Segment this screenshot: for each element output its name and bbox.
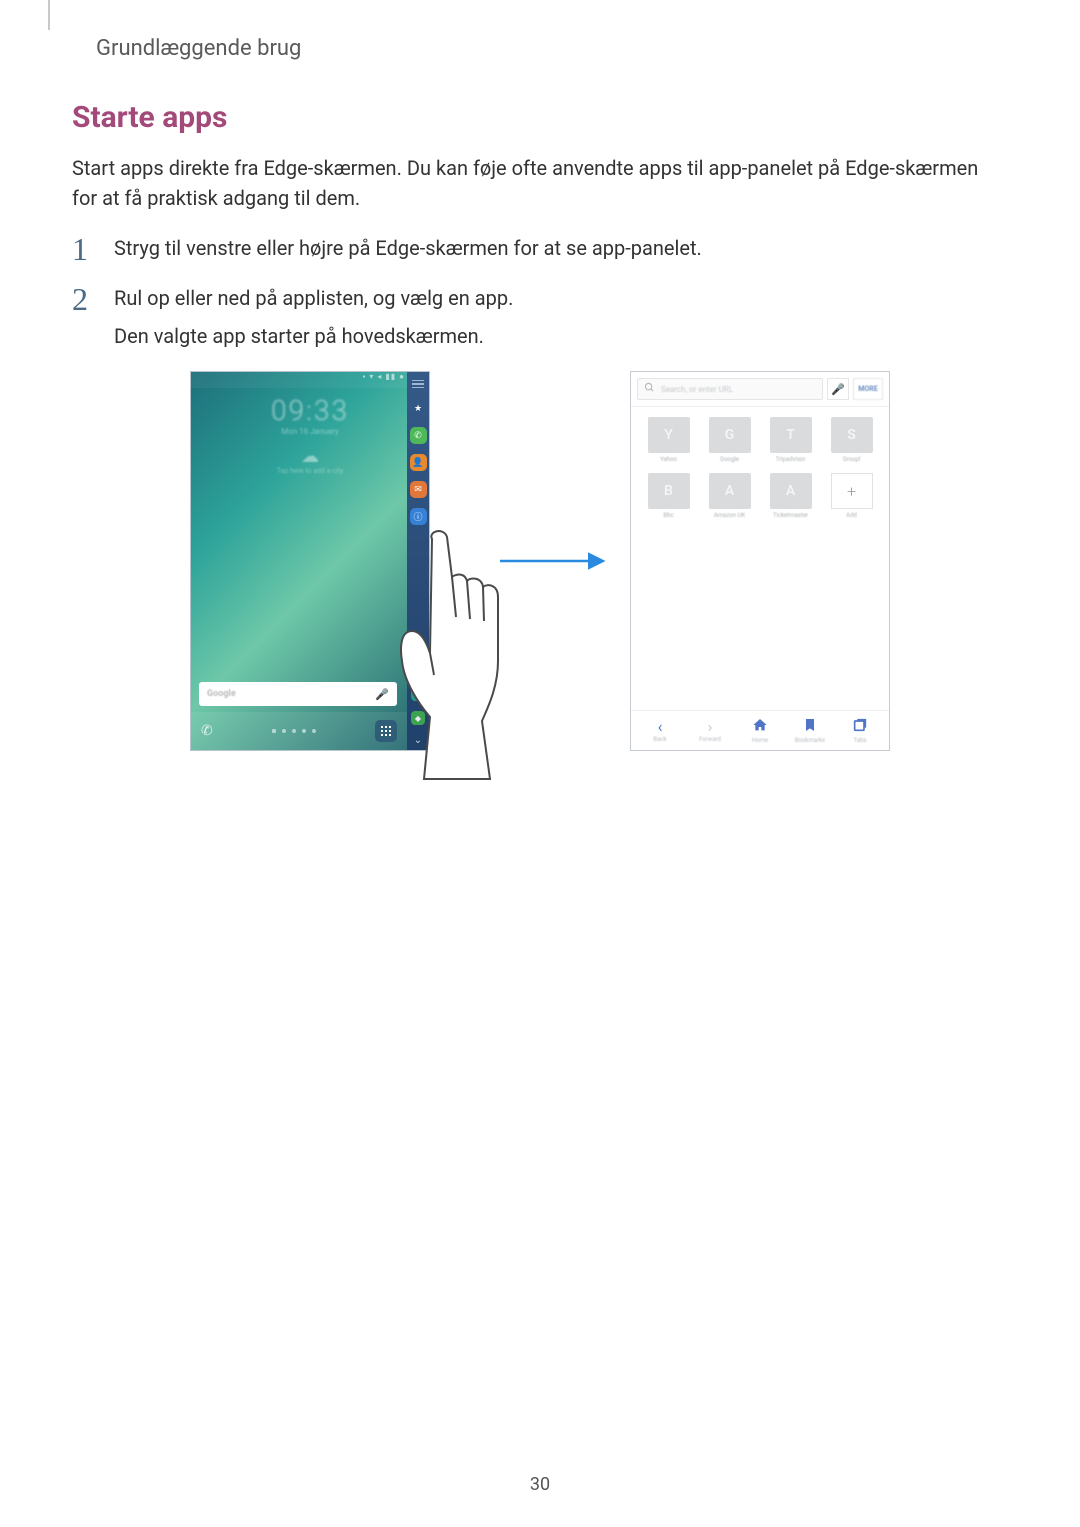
google-search-bar: Google 🎤 <box>199 682 397 706</box>
step-1: 1 Stryg til venstre eller højre på Edge-… <box>72 233 1008 265</box>
phone-icon: ✆ <box>201 723 213 739</box>
step-2: 2 Rul op eller ned på applisten, og vælg… <box>72 283 1008 351</box>
browser-bottom-nav: ‹ Back › Forward Home Bookmarks Tab <box>631 710 889 750</box>
step-number: 2 <box>72 283 96 351</box>
page-margin-mark <box>48 0 50 30</box>
more-button: MORE <box>853 378 883 400</box>
step-text-sub: Den valgte app starter på hovedskærmen. <box>114 321 1008 351</box>
edge-menu-icon <box>408 378 428 390</box>
step-text: Stryg til venstre eller højre på Edge-sk… <box>114 233 1008 265</box>
page-title: Starte apps <box>72 100 1008 135</box>
quick-tile: SGroupl <box>824 417 879 463</box>
step-text-main: Rul op eller ned på applisten, og vælg e… <box>114 286 513 310</box>
quick-tile: YYahoo <box>641 417 696 463</box>
figure: ▪ ▾ ◂ ▮▮ ● 09:33 Mon 16 January ☁ Tap he… <box>190 371 890 771</box>
quick-tile: BBbc <box>641 473 696 519</box>
quick-tile: AAmazon UK <box>702 473 757 519</box>
weather-icon: ☁ <box>191 446 429 467</box>
content: Starte apps Start apps direkte fra Edge-… <box>72 100 1008 771</box>
contact-icon: 👤 <box>410 454 427 471</box>
home-button: Home <box>735 717 785 744</box>
mic-icon: 🎤 <box>827 378 849 400</box>
page-number: 30 <box>0 1474 1080 1495</box>
step-number: 1 <box>72 233 96 265</box>
back-button: ‹ Back <box>635 717 685 744</box>
clock-date: Mon 16 January <box>191 427 429 436</box>
step-text: Rul op eller ned på applisten, og vælg e… <box>114 283 1008 351</box>
page-indicator <box>272 729 316 733</box>
bookmarks-button: Bookmarks <box>785 717 835 744</box>
search-icon <box>644 382 655 396</box>
forward-button: › Forward <box>685 717 735 744</box>
intro-text: Start apps direkte fra Edge-skærmen. Du … <box>72 153 1008 213</box>
url-bar: Search, or enter URL <box>637 378 823 400</box>
quick-tile: GGoogle <box>702 417 757 463</box>
google-logo: Google <box>207 689 236 699</box>
url-placeholder: Search, or enter URL <box>661 385 733 394</box>
message-icon: ✉ <box>410 481 427 498</box>
weather-sub: Tap here to add a city <box>191 467 429 475</box>
quick-tile: TTripadvisor <box>763 417 818 463</box>
phone-icon: ✆ <box>410 427 427 444</box>
quick-tile: ATicketmaster <box>763 473 818 519</box>
dock: ✆ <box>191 712 407 750</box>
quick-access-grid: YYahoo GGoogle TTripadvisor SGroupl BBbc… <box>631 407 889 523</box>
tabs-button: Tabs <box>835 717 885 744</box>
star-icon: ★ <box>410 400 427 417</box>
browser-toolbar: Search, or enter URL 🎤 MORE <box>631 372 889 407</box>
clock-widget: 09:33 <box>191 394 429 427</box>
status-bar: ▪ ▾ ◂ ▮▮ ● <box>191 372 429 388</box>
mic-icon: 🎤 <box>375 688 389 701</box>
illustration-browser: Search, or enter URL 🎤 MORE YYahoo GGoog… <box>630 371 890 751</box>
section-header: Grundlæggende brug <box>96 36 301 61</box>
quick-tile-add: +Add <box>824 473 879 519</box>
hand-gesture-icon <box>390 521 570 781</box>
